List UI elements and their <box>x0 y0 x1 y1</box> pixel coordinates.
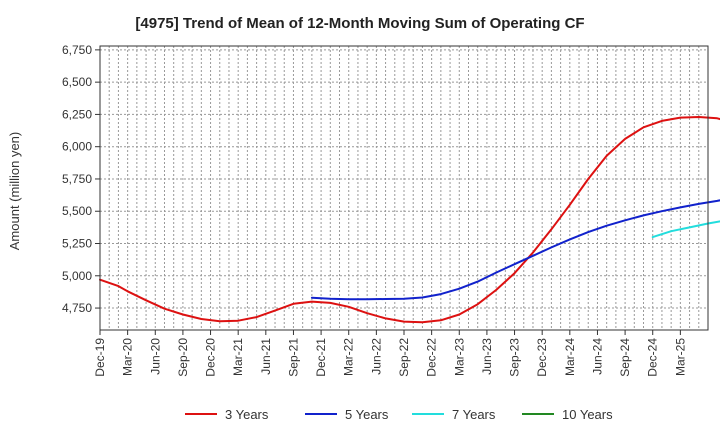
legend-label: 7 Years <box>452 407 496 422</box>
x-tick-label: Jun-21 <box>259 338 273 375</box>
legend-label: 3 Years <box>225 407 269 422</box>
y-axis-ticks: 4,750 5,000 5,250 5,500 5,750 6,000 6,250 6,500… <box>62 43 100 315</box>
x-tick-label: Dec-22 <box>425 338 439 377</box>
x-tick-label: Jun-23 <box>480 338 494 375</box>
x-tick-label: Jun-20 <box>148 338 162 375</box>
x-axis-ticks: Dec-19 Mar-20 Jun-20 Sep-20 Dec-20 Mar-21 Jun-… <box>93 330 687 377</box>
x-tick-label: Dec-19 <box>93 338 107 377</box>
x-tick-label: Dec-24 <box>646 338 660 377</box>
x-tick-label: Dec-23 <box>535 338 549 377</box>
y-tick-label: 5,500 <box>62 204 92 218</box>
legend-label: 5 Years <box>345 407 389 422</box>
x-tick-label: Dec-21 <box>314 338 328 377</box>
series-line-7-years <box>651 220 720 239</box>
grid-layer <box>100 46 708 330</box>
x-tick-label: Sep-23 <box>508 338 522 377</box>
series-line-3-years <box>99 116 720 324</box>
y-tick-label: 6,250 <box>62 107 92 121</box>
x-tick-label: Mar-24 <box>563 338 577 376</box>
x-tick-label: Mar-22 <box>342 338 356 376</box>
y-axis-label: Amount (million yen) <box>7 132 22 251</box>
y-tick-label: 5,000 <box>62 269 92 283</box>
x-tick-label: Sep-22 <box>397 338 411 377</box>
y-tick-label: 6,000 <box>62 140 92 154</box>
chart-title: [4975] Trend of Mean of 12-Month Moving … <box>135 15 584 32</box>
y-tick-label: 4,750 <box>62 301 92 315</box>
x-tick-label: Dec-20 <box>204 338 218 377</box>
y-tick-label: 5,250 <box>62 237 92 251</box>
x-tick-label: Mar-21 <box>231 338 245 376</box>
series-layer <box>99 116 720 324</box>
x-tick-label: Jun-22 <box>369 338 383 375</box>
legend: 3 Years 5 Years 7 Years 10 Years <box>185 407 613 422</box>
y-tick-label: 6,500 <box>62 75 92 89</box>
x-tick-label: Sep-24 <box>618 338 632 377</box>
x-tick-label: Sep-20 <box>176 338 190 377</box>
x-tick-label: Mar-23 <box>452 338 466 376</box>
series-line-5-years <box>310 199 720 301</box>
y-tick-label: 6,750 <box>62 43 92 57</box>
x-tick-label: Mar-20 <box>121 338 135 376</box>
x-tick-label: Sep-21 <box>286 338 300 377</box>
x-tick-label: Mar-25 <box>673 338 687 376</box>
legend-label: 10 Years <box>562 407 613 422</box>
x-tick-label: Jun-24 <box>590 338 604 375</box>
y-tick-label: 5,750 <box>62 172 92 186</box>
